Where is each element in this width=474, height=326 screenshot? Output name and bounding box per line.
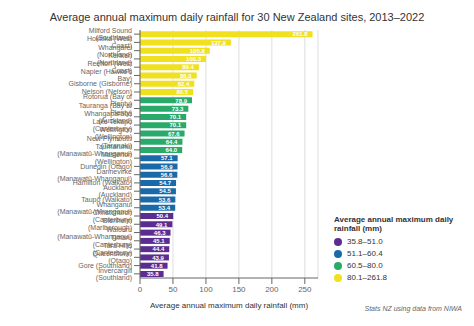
- svg-text:64.4: 64.4: [166, 139, 178, 145]
- svg-text:67.6: 67.6: [168, 131, 180, 137]
- svg-text:86.0: 86.0: [180, 73, 192, 79]
- svg-text:44.4: 44.4: [153, 246, 165, 252]
- svg-text:0: 0: [138, 285, 143, 294]
- svg-text:100: 100: [199, 285, 213, 294]
- svg-text:49.1: 49.1: [156, 222, 168, 228]
- svg-text:Waiouru(Manawatū-Whanganui): Waiouru(Manawatū-Whanganui): [57, 226, 132, 241]
- svg-text:78.9: 78.9: [175, 98, 187, 104]
- svg-text:43.9: 43.9: [152, 255, 164, 261]
- svg-text:Whanganui(Manawatū-Whanganui): Whanganui(Manawatū-Whanganui): [57, 201, 132, 216]
- svg-text:54.7: 54.7: [159, 180, 171, 186]
- svg-text:100.3: 100.3: [186, 56, 202, 62]
- svg-text:35.8: 35.8: [147, 271, 159, 277]
- svg-text:73.3: 73.3: [172, 106, 184, 112]
- svg-text:64.0: 64.0: [166, 147, 178, 153]
- svg-text:46.3: 46.3: [154, 230, 166, 236]
- svg-text:Whangarei(Northland): Whangarei(Northland): [97, 44, 132, 59]
- svg-text:137.9: 137.9: [211, 40, 227, 46]
- svg-text:New Plymouth(Taranaki): New Plymouth(Taranaki): [87, 135, 132, 150]
- svg-text:70.1: 70.1: [170, 122, 182, 128]
- svg-text:50.4: 50.4: [157, 213, 169, 219]
- svg-text:80.5: 80.5: [176, 89, 188, 95]
- svg-text:Taumarunui(Manawatū-Whanganui): Taumarunui(Manawatū-Whanganui): [57, 143, 132, 158]
- svg-text:56.6: 56.6: [161, 172, 173, 178]
- svg-text:45.1: 45.1: [153, 238, 165, 244]
- svg-text:Gisborne (Gisborne): Gisborne (Gisborne): [69, 80, 132, 88]
- svg-text:56.9: 56.9: [161, 164, 173, 170]
- svg-text:41.8: 41.8: [151, 263, 163, 269]
- svg-text:200: 200: [265, 285, 279, 294]
- svg-text:Invercargill(Southland): Invercargill(Southland): [96, 267, 133, 282]
- svg-text:Blenheim(Marlborough): Blenheim(Marlborough): [88, 217, 132, 232]
- svg-text:Average annual maximum daily r: Average annual maximum daily rainfall (m…: [150, 301, 308, 310]
- svg-text:250: 250: [298, 285, 312, 294]
- svg-text:50: 50: [169, 285, 178, 294]
- svg-text:82.4: 82.4: [178, 81, 190, 87]
- svg-text:70.1: 70.1: [170, 114, 182, 120]
- svg-text:54.5: 54.5: [159, 188, 171, 194]
- svg-text:261.8: 261.8: [293, 31, 309, 37]
- svg-text:150: 150: [232, 285, 246, 294]
- svg-text:53.6: 53.6: [159, 197, 171, 203]
- svg-text:89.4: 89.4: [182, 64, 194, 70]
- svg-text:Timaru(Canterbury): Timaru(Canterbury): [93, 234, 132, 249]
- svg-text:Christchurch(Canterbury): Christchurch(Canterbury): [93, 209, 132, 224]
- svg-text:53.4: 53.4: [159, 205, 171, 211]
- svg-text:57.1: 57.1: [161, 155, 173, 161]
- svg-text:105.8: 105.8: [190, 48, 206, 54]
